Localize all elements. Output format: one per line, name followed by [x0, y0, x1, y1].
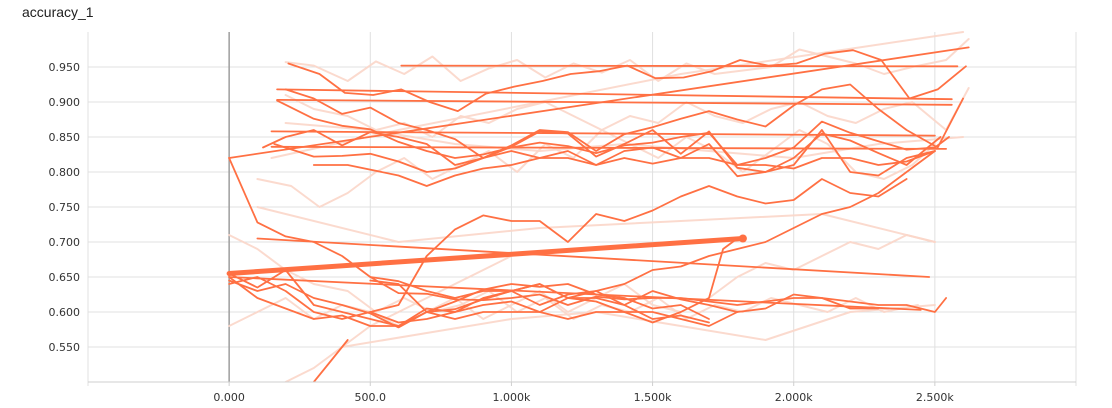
series-line-4: [276, 99, 950, 166]
series-line-7: [270, 130, 936, 137]
chart-title: accuracy_1: [22, 4, 94, 20]
raw-series-line-1: [284, 87, 970, 138]
series-line-8: [273, 129, 936, 178]
y-tick-label-6: 0.850: [49, 131, 81, 144]
series-line-1: [400, 64, 959, 68]
series-line-20: [228, 276, 739, 327]
raw-series-line-5: [284, 255, 513, 382]
series-line-13: [256, 237, 931, 278]
x-tick-label-4: 2.000k: [775, 391, 813, 404]
x-tick-label-5: 2.500k: [916, 391, 954, 404]
series-line-19: [228, 237, 739, 327]
y-tick-label-0: 0.550: [49, 341, 81, 354]
y-tick-label-1: 0.600: [49, 306, 81, 319]
series-line-15: [369, 150, 936, 299]
raw-series-line-0: [284, 38, 970, 82]
series-line-5: [276, 99, 953, 106]
series-end-marker: [738, 234, 747, 243]
series-line-18: [226, 236, 746, 276]
raw-series-line-9: [341, 304, 936, 348]
series-line-9: [270, 145, 947, 150]
series-line-22: [228, 279, 710, 329]
axis-layer: 0.550 0.600 0.650 0.700 0.750 0.800 0.850 0.900…: [49, 61, 1076, 404]
y-tick-label-8: 0.950: [49, 61, 81, 74]
grid-layer: [87, 32, 1077, 386]
series-line-23: [312, 339, 349, 382]
y-tick-label-3: 0.700: [49, 236, 81, 249]
x-tick-label-3: 1.500k: [634, 391, 672, 404]
raw-series-line-2: [256, 129, 936, 208]
series-line-10: [312, 150, 936, 187]
series-line-11: [228, 46, 970, 159]
series-line-3: [276, 88, 953, 101]
y-tick-label-4: 0.750: [49, 201, 81, 214]
series-line-21: [228, 276, 710, 324]
y-tick-label-7: 0.900: [49, 96, 81, 109]
x-tick-label-0: 0.000: [213, 391, 245, 404]
series-line-14: [369, 178, 908, 313]
y-tick-label-5: 0.800: [49, 166, 81, 179]
x-tick-label-2: 1.000k: [492, 391, 530, 404]
raw-series-line-7: [256, 206, 936, 243]
y-tick-label-2: 0.650: [49, 271, 81, 284]
raw-series-line-6: [270, 31, 965, 159]
series-layer: [226, 46, 970, 382]
x-tick-label-1: 500.0: [355, 391, 387, 404]
